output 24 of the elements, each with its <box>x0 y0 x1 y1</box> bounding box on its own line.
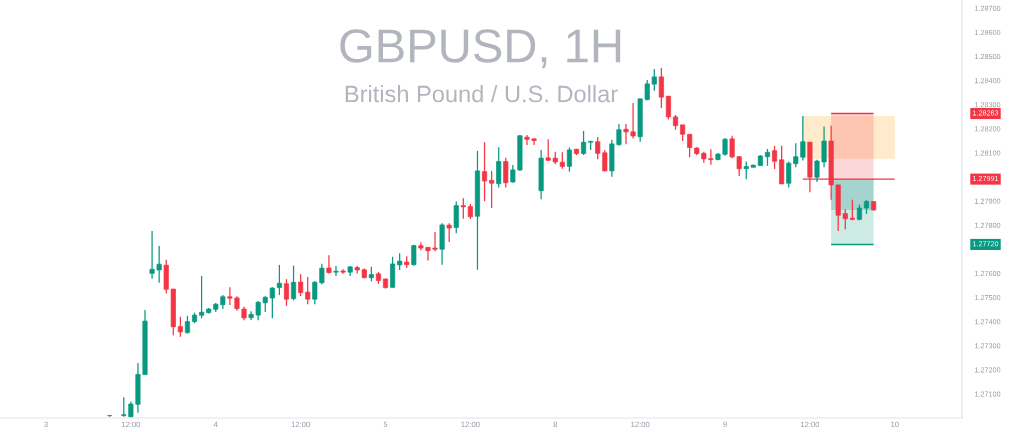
candlestick <box>460 197 466 220</box>
candlestick <box>305 276 311 305</box>
candlestick <box>291 265 297 301</box>
candlestick <box>772 145 778 170</box>
candlestick <box>276 264 282 296</box>
candlestick <box>496 146 502 189</box>
candlestick <box>453 200 459 234</box>
text: GBPUSD, 1H <box>340 29 621 69</box>
text: British Pound / U.S. Dollar <box>345 85 618 103</box>
candlestick <box>333 265 339 277</box>
candlestick <box>199 275 205 319</box>
candlestick <box>390 256 396 289</box>
candlestick <box>298 273 304 297</box>
candlestick <box>581 130 587 156</box>
candlestick <box>446 222 452 243</box>
candlestick <box>503 157 509 189</box>
candlestick <box>566 146 572 173</box>
candlestick <box>489 170 495 209</box>
candlestick <box>481 141 488 202</box>
candlestick <box>177 316 183 338</box>
candlestick <box>665 95 671 120</box>
candlestick <box>326 254 332 275</box>
candlestick <box>283 278 290 307</box>
candlestick <box>658 67 664 109</box>
